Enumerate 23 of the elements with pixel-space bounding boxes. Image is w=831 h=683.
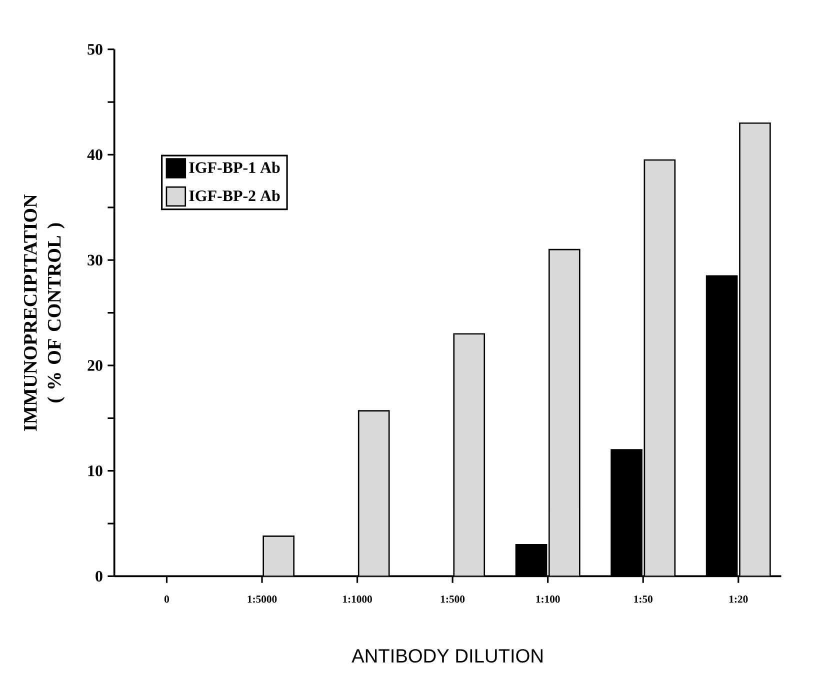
x-tick-label: 1:50 (634, 596, 652, 603)
bar (453, 333, 486, 576)
y-tick-label: 10 (88, 466, 102, 476)
x-tick-label: 1:5000 (248, 596, 277, 603)
bar (739, 122, 771, 576)
legend-label: IGF-BP-2 Ab (189, 190, 280, 202)
x-tick-label: 1:20 (729, 596, 748, 603)
x-tick-label: 1:500 (441, 596, 465, 603)
bar (644, 159, 676, 576)
x-axis-title: ANTIBODY DILUTION (352, 649, 542, 663)
bar (548, 248, 580, 576)
y-axis-title: IMMUNOPRECIPITATION ( % OF CONTROL ) (24, 194, 65, 431)
y-tick-label: 50 (88, 44, 102, 55)
x-tick-label: 0 (164, 596, 169, 603)
legend-label: IGF-BP-1 Ab (189, 162, 280, 174)
y-tick-label: 20 (88, 360, 102, 371)
bar (358, 410, 390, 576)
y-tick-label: 0 (96, 570, 102, 582)
y-tick-label: 40 (87, 149, 102, 160)
y-tick-label: 30 (88, 254, 102, 266)
x-tick-label: 1:1000 (343, 596, 372, 603)
x-tick-label: 1:100 (536, 596, 560, 603)
bar (262, 536, 294, 576)
